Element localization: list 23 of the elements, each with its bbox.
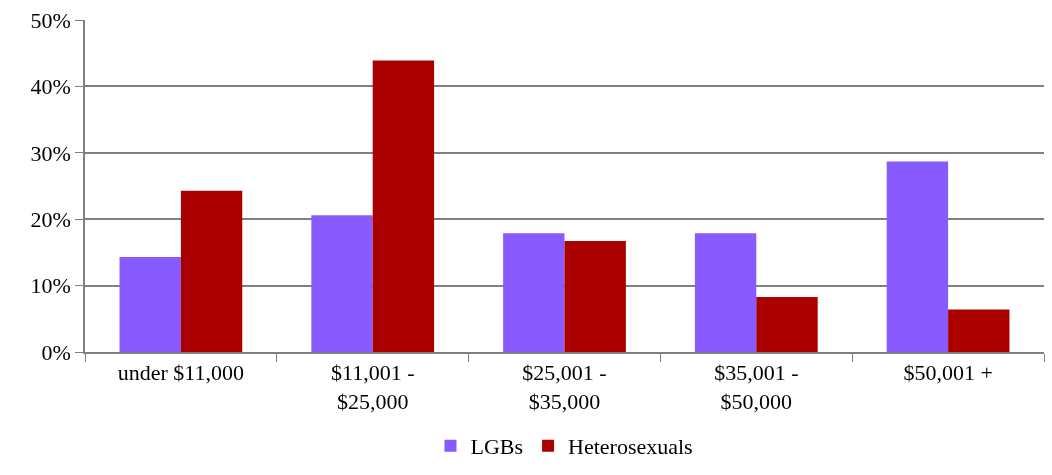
bar xyxy=(503,233,565,352)
y-tick-label: 20% xyxy=(30,206,71,232)
legend-label: Heterosexuals xyxy=(568,434,693,460)
x-tick-label: $35,001 - $50,000 xyxy=(714,360,799,414)
bar xyxy=(180,190,243,352)
x-tick-label: $25,001 - $35,000 xyxy=(522,360,607,414)
y-tick-label: 50% xyxy=(30,7,71,33)
x-tick-label: $11,001 - $25,000 xyxy=(330,360,415,414)
legend-label: LGBs xyxy=(470,434,524,460)
bar xyxy=(372,60,435,352)
y-tick-label: 10% xyxy=(30,273,71,299)
y-tick-label: 30% xyxy=(30,140,71,166)
y-tick-label: 0% xyxy=(41,339,71,365)
bar xyxy=(948,309,1010,352)
bar xyxy=(694,233,757,352)
y-tick-label: 40% xyxy=(30,74,71,100)
bar xyxy=(756,296,818,352)
bar xyxy=(564,241,626,352)
bar xyxy=(119,257,181,352)
bar xyxy=(886,161,949,352)
x-tick-label: $50,001 + xyxy=(903,360,993,386)
bar xyxy=(311,215,373,352)
x-tick-label: under $11,000 xyxy=(117,360,245,386)
